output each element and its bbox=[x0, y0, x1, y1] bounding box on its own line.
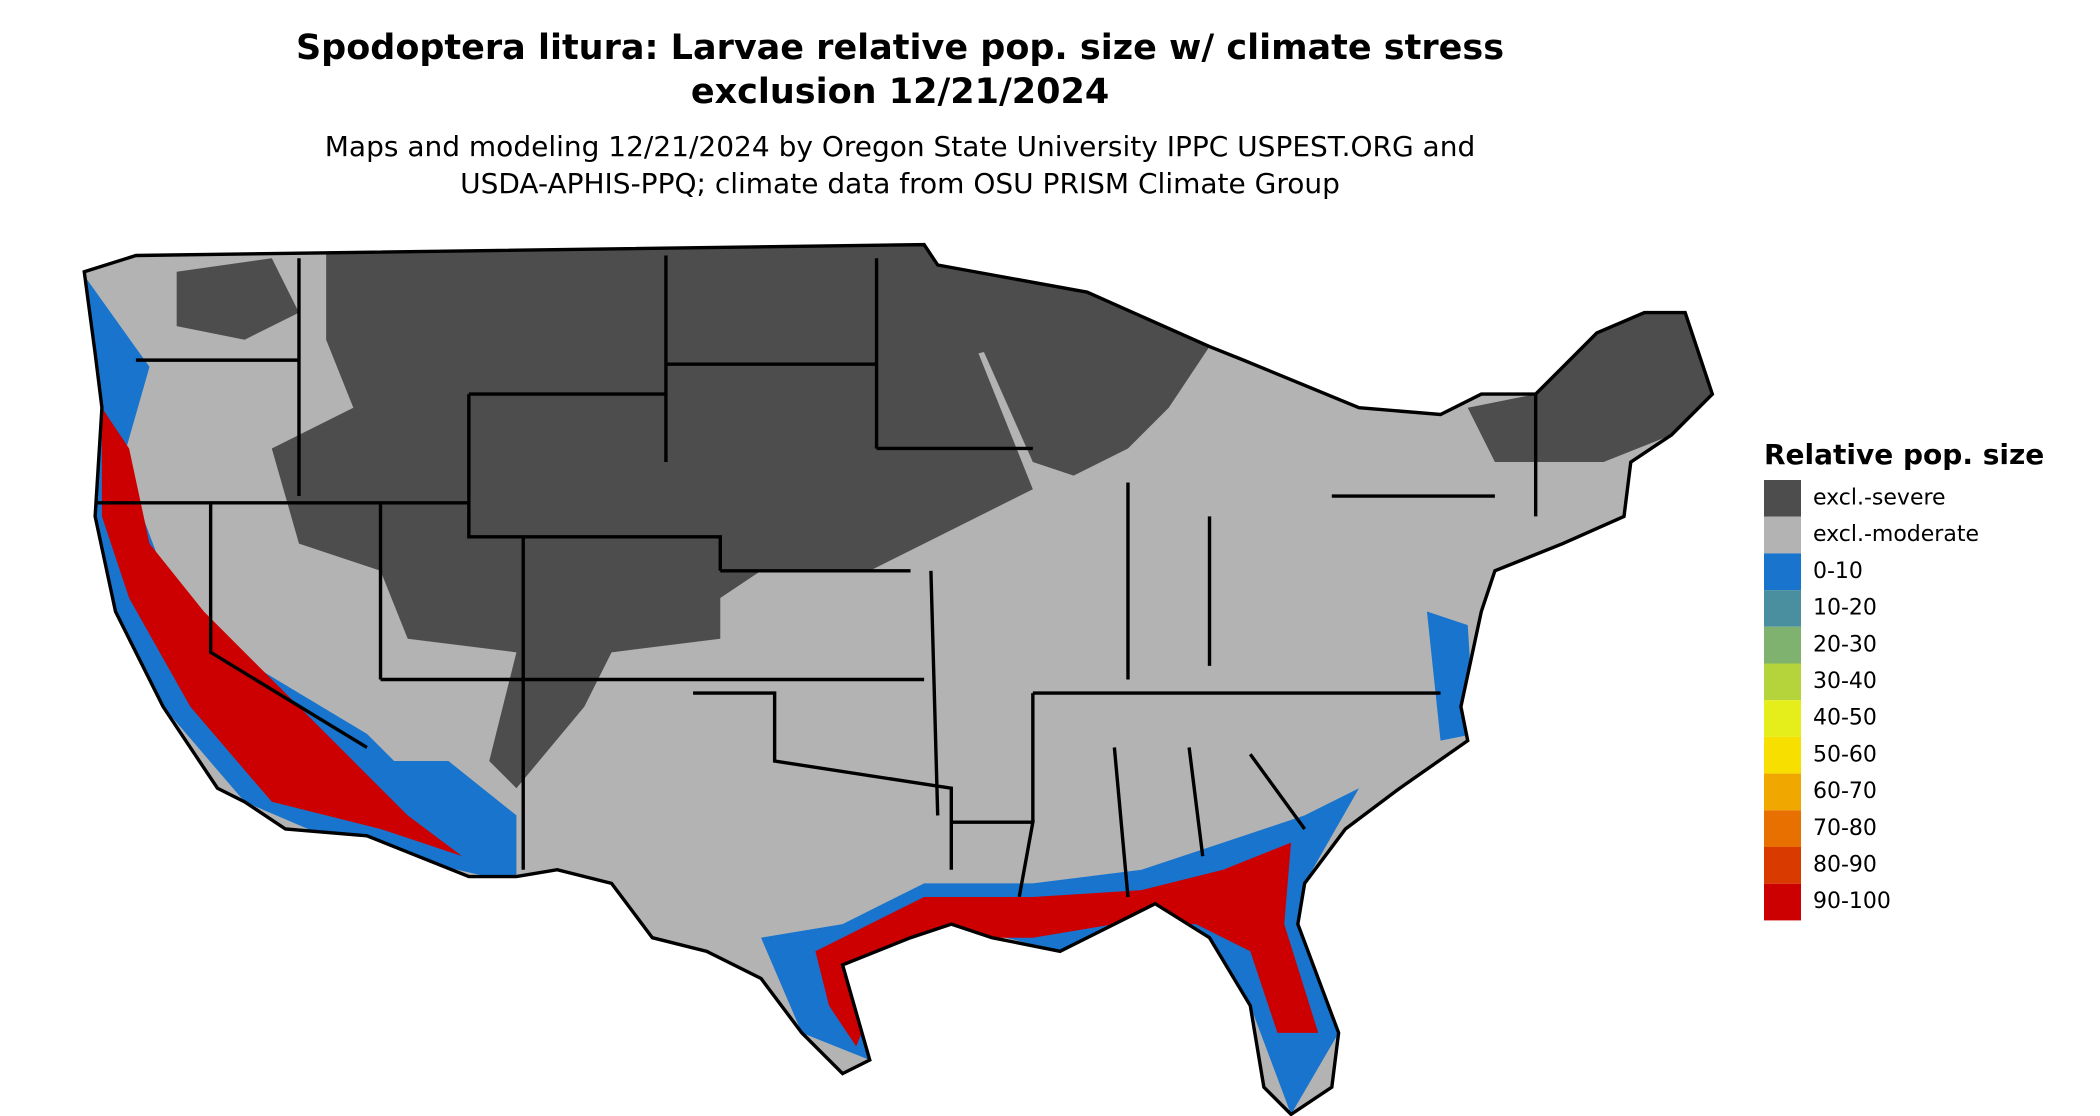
legend-label: 10-20 bbox=[1813, 596, 1877, 621]
legend-label: 70-80 bbox=[1813, 816, 1877, 841]
state-lines bbox=[95, 255, 1538, 898]
legend-swatch bbox=[1764, 736, 1801, 774]
legend-title: Relative pop. size bbox=[1764, 438, 2044, 471]
legend-label: 50-60 bbox=[1813, 742, 1877, 767]
legend-swatch bbox=[1764, 810, 1801, 847]
legend-swatch bbox=[1764, 847, 1801, 884]
legend-swatch bbox=[1764, 590, 1801, 627]
region-high bbox=[815, 842, 1319, 1047]
legend-label: 20-30 bbox=[1813, 632, 1877, 657]
legend-label: excl.-severe bbox=[1813, 486, 1946, 511]
legend-label: 40-50 bbox=[1813, 706, 1877, 731]
legend-swatch bbox=[1764, 663, 1801, 701]
region-low bbox=[84, 271, 517, 884]
legend-label: excl.-moderate bbox=[1813, 522, 1979, 547]
legend-swatch bbox=[1764, 883, 1801, 921]
legend-swatch bbox=[1764, 773, 1801, 811]
title: Spodoptera litura: Larvae relative pop. … bbox=[296, 28, 1504, 68]
legend-label: 90-100 bbox=[1813, 889, 1891, 914]
region-severe bbox=[271, 244, 1088, 789]
legend-swatch bbox=[1764, 553, 1801, 591]
legend-swatch bbox=[1764, 480, 1801, 517]
region-severe bbox=[1467, 312, 1713, 463]
region-high bbox=[101, 407, 463, 857]
subtitle: Maps and modeling 12/21/2024 by Oregon S… bbox=[325, 130, 1476, 163]
legend-swatch bbox=[1764, 626, 1801, 664]
legend-label: 30-40 bbox=[1813, 669, 1877, 694]
region-severe bbox=[978, 292, 1210, 476]
legend-swatch bbox=[1764, 700, 1801, 737]
title: exclusion 12/21/2024 bbox=[691, 72, 1109, 112]
legend: excl.-severe excl.-moderate 0-10 10-20 20-30… bbox=[1764, 480, 1979, 921]
legend-label: 80-90 bbox=[1813, 853, 1877, 878]
legend-label: 60-70 bbox=[1813, 779, 1877, 804]
state-borders bbox=[82, 242, 1715, 1116]
legend-swatch bbox=[1764, 516, 1801, 554]
legend-label: 0-10 bbox=[1813, 559, 1863, 584]
region-severe bbox=[176, 258, 299, 340]
subtitle: USDA-APHIS-PPQ; climate data from OSU PR… bbox=[460, 167, 1340, 200]
